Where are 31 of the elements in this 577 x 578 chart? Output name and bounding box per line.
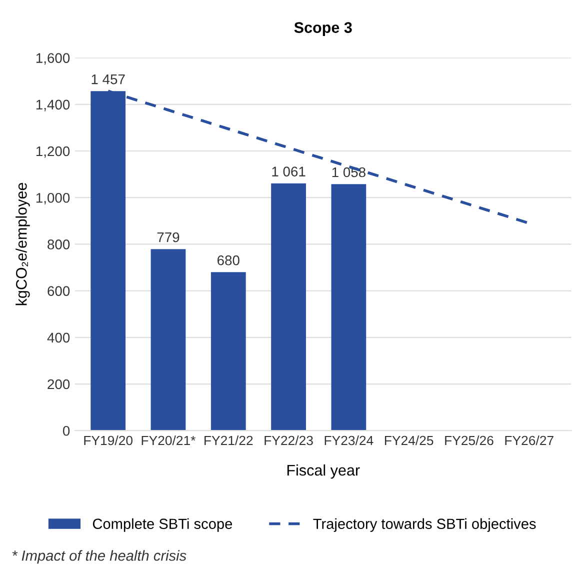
x-tick-label: FY26/27 — [505, 435, 554, 446]
y-tick-label: 200 — [48, 379, 70, 390]
x-tick-label: FY21/22 — [204, 435, 253, 446]
data-label: 680 — [218, 255, 240, 266]
data-label: 1 061 — [272, 166, 306, 176]
y-tick-label: 1,000 — [36, 192, 70, 204]
data-label: 779 — [157, 232, 180, 242]
bar — [150, 249, 186, 431]
y-tick-label: 400 — [47, 332, 70, 343]
y-tick-label: 0 — [62, 426, 70, 436]
x-axis-title: Fiscal year — [287, 464, 360, 479]
bar — [210, 272, 246, 431]
legend-label: Complete SBTi scope — [92, 518, 232, 532]
x-tick-label: FY25/26 — [445, 435, 494, 446]
x-tick-label: FY20/21* — [142, 435, 196, 446]
text: * Impact of the health crisis — [12, 550, 186, 564]
bar — [331, 184, 366, 431]
y-tick-label: 800 — [48, 240, 70, 250]
y-tick-label: 1,200 — [36, 146, 70, 158]
bar — [271, 183, 306, 431]
y-tick-label: 1,600 — [36, 53, 70, 65]
chart-title: Scope 3 — [294, 22, 352, 36]
x-tick-label: FY22/23 — [264, 435, 313, 446]
y-tick-label: 600 — [48, 286, 70, 296]
data-label: 1 457 — [92, 74, 125, 84]
x-tick-label: FY24/25 — [384, 435, 434, 446]
x-tick-label: FY19/20 — [84, 435, 133, 446]
x-tick-label: FY23/24 — [324, 435, 374, 446]
y-axis-title: kgCO₂e/employee — [16, 182, 30, 306]
y-tick-label: 1,400 — [36, 100, 70, 112]
legend-label: Trajectory towards SBTi objectives — [313, 518, 536, 532]
